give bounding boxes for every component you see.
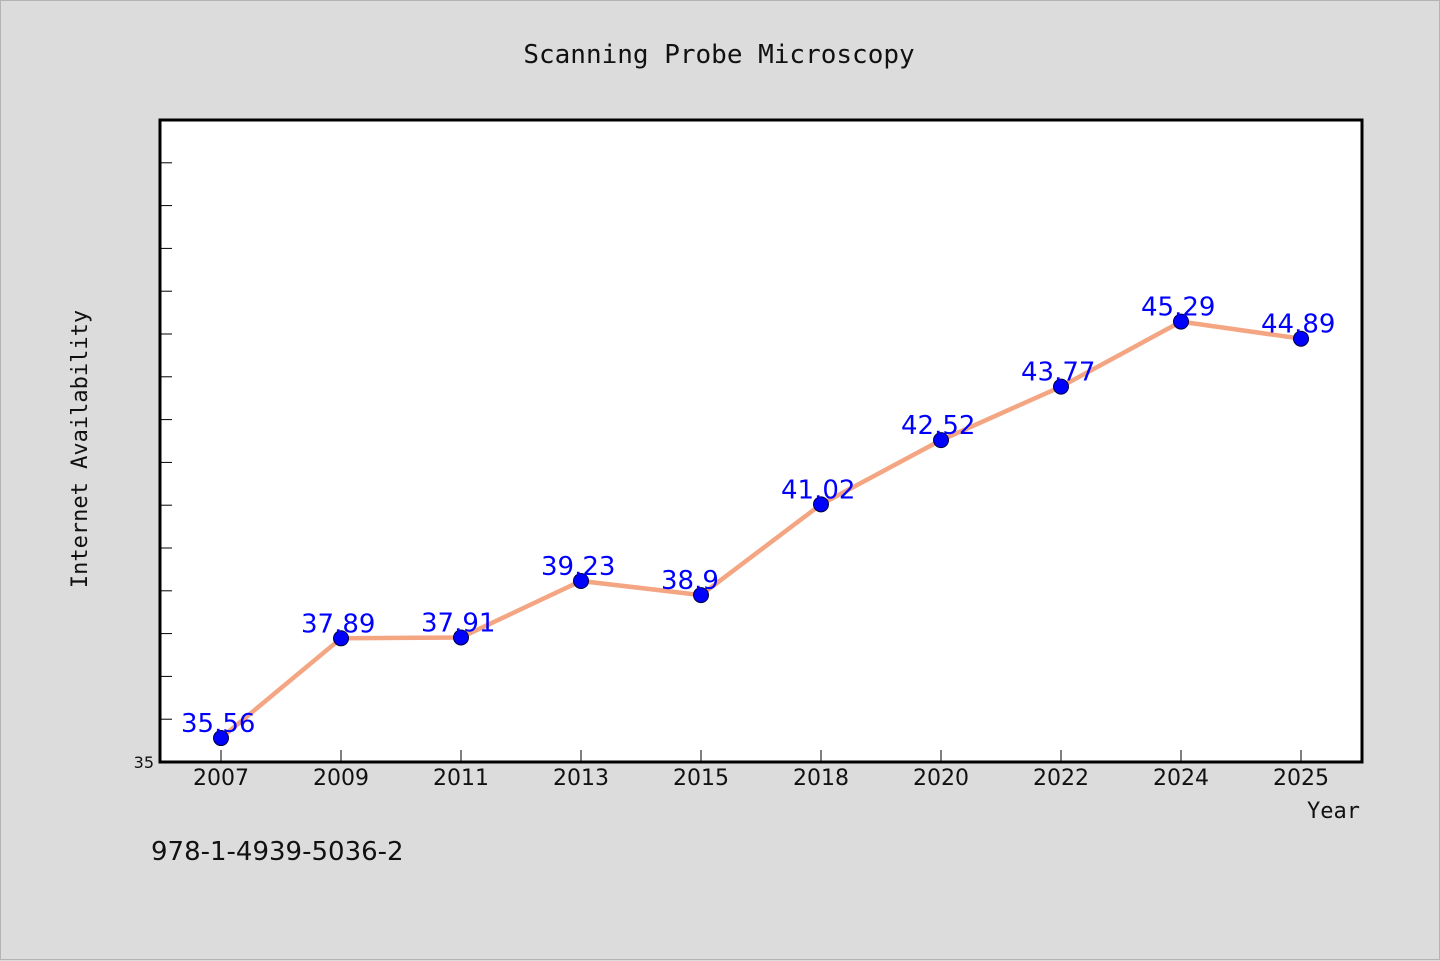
- data-label: 45.29: [1141, 293, 1215, 323]
- data-point: [453, 629, 469, 646]
- x-axis-ticks: 2007 2009 2011 2013 2015 2018 2020 2022 2024 2025: [193, 750, 1329, 791]
- footer-isbn: 978-1-4939-5036-2: [151, 837, 404, 867]
- data-point: [1053, 378, 1069, 395]
- series-line: [218, 319, 1304, 741]
- data-label: 37.89: [301, 609, 375, 639]
- y-axis-label: Internet Availability: [68, 310, 93, 588]
- series-markers: [213, 313, 1309, 747]
- data-point: [213, 730, 229, 747]
- x-tick-label: 2018: [793, 766, 849, 791]
- x-tick-label: 2007: [193, 766, 249, 791]
- data-point: [693, 587, 709, 604]
- x-tick-label: 2022: [1033, 766, 1089, 791]
- y-axis-ticks: 35: [134, 119, 172, 772]
- x-tick-label: 2009: [313, 766, 369, 791]
- data-point: [573, 572, 589, 589]
- data-point: [933, 432, 949, 449]
- x-tick-label: 2015: [673, 766, 729, 791]
- chart-title: Scanning Probe Microscopy: [523, 40, 914, 70]
- data-point: [333, 630, 349, 647]
- data-label: 35.56: [181, 709, 255, 739]
- x-tick-label: 2013: [553, 766, 609, 791]
- data-label: 44.89: [1261, 310, 1335, 340]
- data-point: [813, 496, 829, 513]
- data-label: 38.9: [661, 566, 719, 596]
- x-tick-label: 2020: [913, 766, 969, 791]
- series-line-group: [218, 319, 1304, 741]
- x-tick-label: 2025: [1273, 766, 1329, 791]
- data-labels: 35.56 37.89 37.91 39.23 38.9 41.02 42.52 43.77 4…: [181, 293, 1335, 739]
- data-label: 42.52: [901, 411, 975, 441]
- data-label: 41.02: [781, 475, 855, 505]
- data-label: 39.23: [541, 552, 615, 582]
- x-axis-label: Year: [1307, 799, 1360, 824]
- y-tick-label: 35: [134, 753, 154, 772]
- data-label: 37.91: [421, 608, 495, 638]
- x-tick-label: 2011: [433, 766, 489, 791]
- data-point: [1173, 313, 1189, 330]
- plot-area: [158, 118, 1364, 764]
- data-point: [1293, 330, 1309, 347]
- data-label: 43.77: [1021, 358, 1095, 388]
- x-tick-label: 2024: [1153, 766, 1209, 791]
